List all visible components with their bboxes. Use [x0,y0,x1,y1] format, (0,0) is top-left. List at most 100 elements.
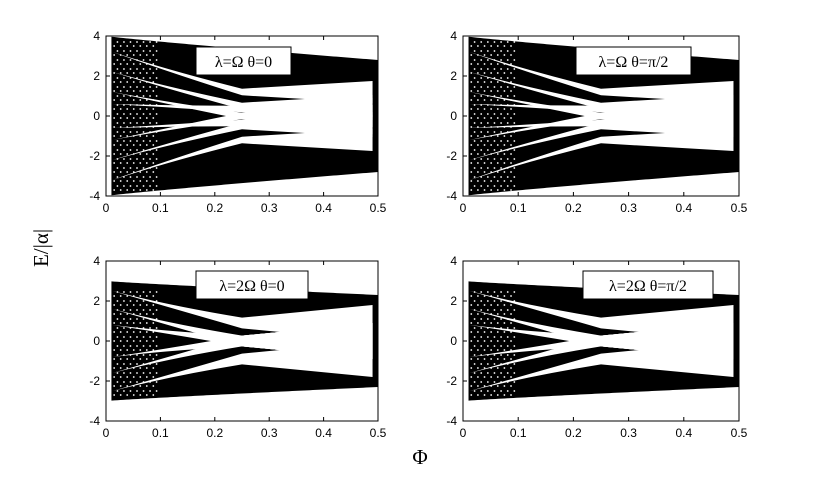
spectrum-point [136,354,138,356]
x-tick-label: 0 [103,426,110,440]
spectrum-point [149,354,151,356]
x-tick-label: 0.4 [675,201,692,215]
spectrum-point [149,140,151,142]
spectrum-point [496,295,499,297]
spectrum-point [139,108,142,110]
spectrum-point [513,41,516,43]
x-tick-label: 0 [103,201,110,215]
spectrum-point [129,59,132,61]
spectrum-point [145,108,148,110]
spectrum-point [129,345,132,347]
spectrum-point [139,376,142,378]
spectrum-point [116,50,119,52]
spectrum-point [473,363,476,365]
spectrum-point [113,322,116,324]
spectrum-point [145,349,148,351]
x-tick-label: 0.5 [370,426,387,440]
spectrum-point [470,349,473,351]
spectrum-point [116,41,119,43]
spectrum-point [490,313,493,315]
spectrum-point [503,108,506,110]
spectrum-point [126,349,129,351]
spectrum-point [116,59,119,61]
spectrum-point [113,171,116,173]
spectrum-point [503,349,506,351]
spectrum-point [113,135,116,137]
spectrum-point [503,162,506,164]
spectrum-point [493,318,496,320]
spectrum-point [490,322,493,324]
spectrum-point [490,340,493,342]
spectral-gap [112,291,373,341]
spectrum-point [155,122,158,124]
spectrum-point [496,126,499,128]
spectrum-point [477,322,479,324]
spectrum-point [470,81,473,83]
spectrum-point [486,149,489,151]
spectrum-point [139,340,142,342]
spectrum-point [116,113,119,115]
spectrum-point [486,309,489,311]
spectrum-point [142,140,145,142]
spectrum-point [477,108,479,110]
spectrum-point [142,95,145,97]
spectrum-point [480,140,483,142]
spectrum-point [145,126,148,128]
spectrum-point [155,131,158,133]
spectrum-point [496,367,499,369]
spectrum-point [483,304,486,306]
spectrum-point [149,336,151,338]
spectrum-point [506,68,509,70]
spectrum-point [116,86,119,88]
spectrum-point [496,331,499,333]
spectrum-point [116,327,119,329]
spectrum-point [513,185,516,187]
spectrum-point [152,171,155,173]
spectrum-point [473,372,476,374]
spectrum-point [145,63,148,65]
spectrum-point [142,309,145,311]
spectrum-point [155,104,158,106]
spectrum-point [142,77,145,79]
spectrum-point [500,291,502,293]
spectrum-point [149,149,151,151]
spectrum-point [145,99,148,101]
spectrum-point [493,113,496,115]
subplot-3: 0 0.1 0.2 0.3 0.4 0.5 -4 -2 0 2 4 λ=2Ω θ=0 [89,254,386,440]
spectrum-point [126,295,129,297]
spectrum-point [506,390,509,392]
spectrum-point [493,336,496,338]
spectrum-point [119,394,122,396]
x-tick-label: 0.3 [261,201,278,215]
spectrum-point [126,126,129,128]
spectrum-point [126,340,129,342]
spectrum-point [136,41,138,43]
spectrum-point [119,117,122,119]
spectrum-point [486,381,489,383]
spectrum-point [493,291,496,293]
spectral-gap [112,98,373,120]
spectrum-point [126,385,129,387]
spectrum-point [116,372,119,374]
spectrum-point [152,394,155,396]
annotation-box [582,270,714,300]
spectrum-point [477,367,479,369]
spectrum-point [119,376,122,378]
spectrum-point [132,126,135,128]
spectrum-point [490,295,493,297]
spectrum-point [503,135,506,137]
spectrum-points [468,36,739,196]
spectrum-point [132,99,135,101]
spectrum-point [477,162,479,164]
spectrum-point [483,144,486,146]
spectrum-point [506,86,509,88]
spectrum-point [116,158,119,160]
spectrum-point [477,180,479,182]
spectrum-point [136,158,138,160]
y-tick-label: 2 [93,294,100,308]
spectrum-point [500,158,502,160]
spectrum-point [486,104,489,106]
spectrum-point [132,81,135,83]
spectrum-point [490,63,493,65]
spectrum-point [477,54,479,56]
